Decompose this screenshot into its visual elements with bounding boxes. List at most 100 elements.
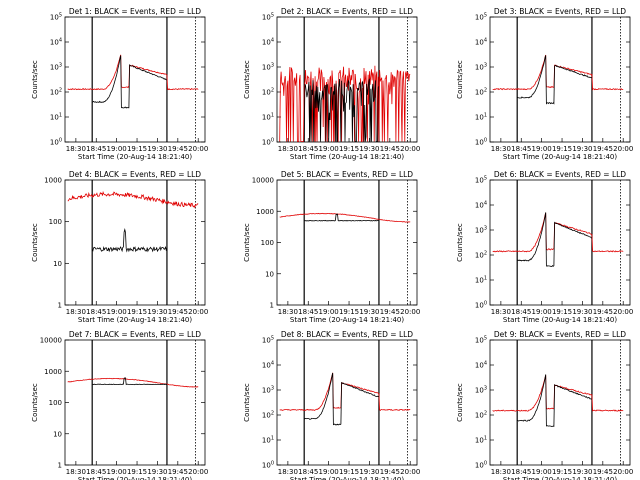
panel-title: Det 2: BLACK = Events, RED = LLD	[281, 7, 413, 16]
x-tick-label: 20:00	[400, 145, 420, 153]
x-tick-label: 18:45	[86, 145, 106, 153]
y-tick-label: 100	[261, 239, 274, 247]
y-tick-label: 100	[262, 138, 274, 147]
lld-series-line	[67, 190, 199, 209]
x-tick-label: 19:00	[532, 308, 552, 316]
y-tick-label: 104	[262, 361, 274, 370]
x-tick-label: 19:15	[339, 468, 359, 476]
y-axis-label: Counts/sec	[31, 383, 39, 422]
y-tick-label: 10000	[40, 337, 62, 345]
y-tick-label: 102	[50, 88, 62, 97]
x-tick-label: 19:15	[339, 308, 359, 316]
x-tick-label: 19:30	[572, 308, 592, 316]
y-tick-label: 103	[475, 386, 487, 395]
x-tick-label: 20:00	[613, 468, 633, 476]
y-tick-label: 10	[53, 430, 62, 438]
panel-det-3: Det 3: BLACK = Events, RED = LLD 100 101 10…	[456, 7, 633, 161]
y-tick-label: 105	[475, 336, 487, 345]
y-tick-label: 1000	[44, 368, 62, 376]
lld-series-line	[279, 372, 411, 411]
plot-frame	[276, 179, 418, 306]
x-tick-label: 19:45	[168, 145, 188, 153]
y-tick-label: 10	[265, 270, 274, 278]
panel-title: Det 5: BLACK = Events, RED = LLD	[281, 170, 413, 179]
events-series-line	[91, 228, 168, 253]
x-tick-label: 19:45	[593, 308, 613, 316]
x-tick-label: 18:30	[66, 308, 86, 316]
x-tick-label: 19:30	[147, 308, 167, 316]
y-axis-label: Counts/sec	[456, 60, 464, 99]
x-tick-label: 18:45	[511, 468, 531, 476]
x-tick-label: 18:45	[86, 308, 106, 316]
events-series-line	[92, 377, 168, 386]
x-tick-label: 18:30	[491, 308, 511, 316]
y-axis-label: Counts/sec	[31, 60, 39, 99]
panel-title: Det 8: BLACK = Events, RED = LLD	[281, 330, 413, 339]
y-tick-label: 102	[262, 88, 274, 97]
x-tick-label: 18:30	[491, 468, 511, 476]
x-tick-label: 20:00	[188, 308, 208, 316]
y-tick-label: 101	[262, 436, 274, 445]
plot-frame	[276, 16, 418, 143]
y-tick-label: 105	[262, 13, 274, 22]
x-tick-label: 20:00	[188, 145, 208, 153]
y-tick-label: 102	[475, 411, 487, 420]
x-axis-label: Start Time (20-Aug-14 18:21:40)	[503, 476, 617, 480]
y-tick-label: 103	[262, 386, 274, 395]
plot-frame	[276, 339, 418, 466]
y-tick-label: 103	[262, 63, 274, 72]
panel-det-2: Det 2: BLACK = Events, RED = LLD 100 101 10…	[243, 7, 420, 161]
panel-det-5: Det 5: BLACK = Events, RED = LLD 1 10 100 10…	[243, 170, 420, 324]
y-tick-label: 101	[262, 113, 274, 122]
x-tick-label: 19:15	[552, 145, 572, 153]
x-axis-label: Start Time (20-Aug-14 18:21:40)	[78, 476, 192, 480]
x-axis-label: Start Time (20-Aug-14 18:21:40)	[503, 316, 617, 324]
y-tick-label: 102	[475, 88, 487, 97]
x-tick-label: 18:45	[298, 468, 318, 476]
x-tick-label: 19:30	[359, 145, 379, 153]
x-axis-label: Start Time (20-Aug-14 18:21:40)	[290, 316, 404, 324]
y-tick-label: 103	[475, 63, 487, 72]
x-tick-label: 18:30	[66, 145, 86, 153]
x-tick-label: 19:30	[147, 468, 167, 476]
plot-frame	[489, 16, 631, 143]
panel-title: Det 9: BLACK = Events, RED = LLD	[494, 330, 626, 339]
lld-series-line	[492, 212, 624, 253]
y-tick-label: 10000	[252, 177, 274, 185]
plot-frame	[489, 179, 631, 306]
x-tick-label: 19:45	[168, 308, 188, 316]
x-tick-label: 18:30	[278, 308, 298, 316]
x-tick-label: 20:00	[613, 308, 633, 316]
x-tick-label: 19:15	[339, 145, 359, 153]
x-tick-label: 19:00	[319, 308, 339, 316]
y-tick-label: 104	[50, 38, 62, 47]
x-axis-label: Start Time (20-Aug-14 18:21:40)	[290, 153, 404, 161]
panel-det-9: Det 9: BLACK = Events, RED = LLD 100 101 10…	[456, 330, 633, 480]
y-tick-label: 1	[58, 302, 62, 310]
x-tick-label: 19:30	[359, 308, 379, 316]
x-tick-label: 19:45	[380, 468, 400, 476]
x-tick-label: 18:45	[86, 468, 106, 476]
x-tick-label: 19:15	[127, 468, 147, 476]
x-tick-label: 18:30	[66, 468, 86, 476]
y-tick-label: 101	[475, 436, 487, 445]
panel-title: Det 3: BLACK = Events, RED = LLD	[494, 7, 626, 16]
events-series-line	[516, 212, 593, 268]
x-tick-label: 20:00	[188, 468, 208, 476]
lld-series-line	[492, 375, 624, 412]
x-tick-label: 19:00	[319, 468, 339, 476]
y-tick-label: 1000	[256, 208, 274, 216]
x-tick-label: 20:00	[400, 468, 420, 476]
y-tick-label: 104	[475, 201, 487, 210]
y-tick-label: 100	[50, 138, 62, 147]
y-axis-label: Counts/sec	[456, 223, 464, 262]
x-tick-label: 19:15	[127, 145, 147, 153]
x-tick-label: 19:45	[593, 468, 613, 476]
y-tick-label: 102	[475, 251, 487, 260]
x-tick-label: 19:00	[532, 145, 552, 153]
y-tick-label: 10	[53, 260, 62, 268]
lld-series-line	[492, 54, 624, 91]
y-tick-label: 1	[58, 462, 62, 470]
panel-title: Det 1: BLACK = Events, RED = LLD	[69, 7, 201, 16]
x-tick-label: 20:00	[613, 145, 633, 153]
